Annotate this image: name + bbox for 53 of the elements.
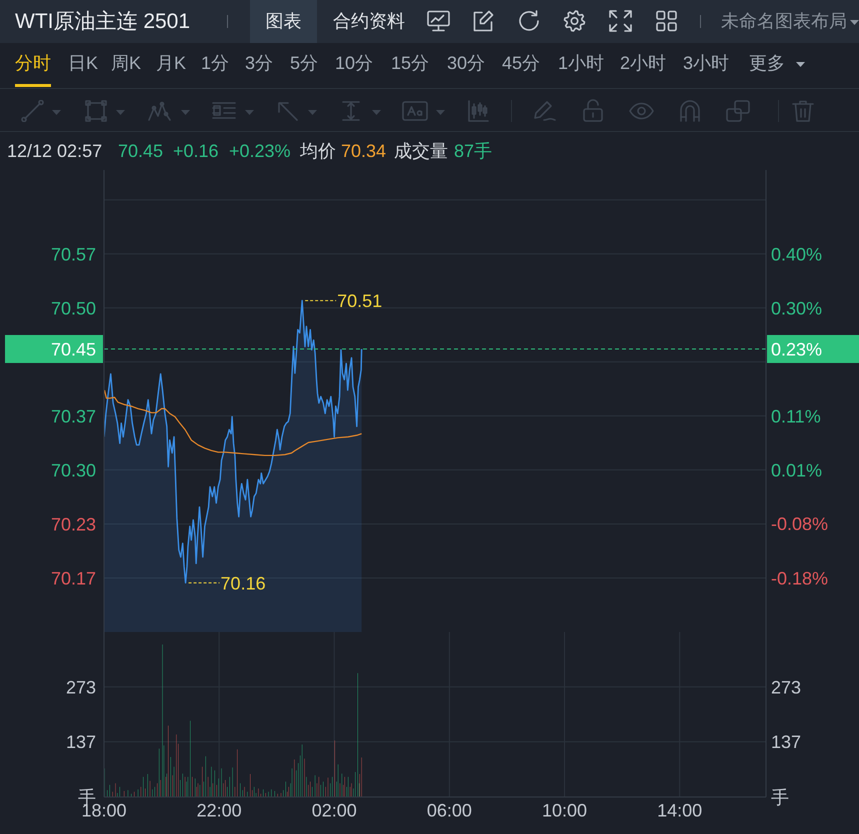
text: 3小时	[683, 52, 730, 75]
y-tick-label: 70.30	[50, 460, 96, 480]
text: 2小时	[620, 52, 666, 75]
y2-tick-label: 0.01%	[771, 460, 822, 480]
text: 45分	[502, 52, 540, 75]
y2-tick-label: 0.40%	[771, 244, 822, 264]
text: 5分	[290, 52, 318, 75]
y2-tick-label: 0.11%	[771, 406, 821, 426]
text: 1小时	[558, 52, 604, 75]
y2-tick-label: 273	[771, 677, 802, 698]
y2-tick-label: 手	[771, 787, 789, 808]
y2-tick-label: -0.18%	[771, 568, 828, 588]
text: 均价	[300, 140, 336, 163]
x-tick-label: 10:00	[542, 800, 588, 820]
text: 分时	[15, 43, 51, 87]
annotation: 70.51	[337, 291, 382, 312]
text: 成交量	[394, 140, 448, 163]
text: 周K	[111, 52, 142, 75]
ref-line-label: 70.45	[50, 339, 96, 360]
y-tick-label: 70.17	[50, 568, 96, 588]
y-tick-label: 70.37	[50, 406, 96, 426]
text: +0.16	[173, 140, 219, 163]
text: +0.23%	[229, 140, 291, 163]
text: 未命名图表布局	[721, 10, 847, 33]
y2-tick-label: -0.08%	[771, 514, 828, 534]
text: 日K	[68, 52, 98, 75]
x-tick-label: 22:00	[196, 800, 242, 820]
y2-tick-label: 137	[771, 732, 802, 752]
text: 70.45	[118, 140, 164, 163]
text: 3分	[245, 52, 274, 75]
annotation: 0.23%	[771, 339, 822, 360]
y-tick-label: 273	[66, 677, 96, 698]
text: 15分	[391, 52, 430, 75]
text: 合约资料	[332, 10, 406, 33]
y-tick-label: 70.50	[50, 298, 96, 318]
text: 30分	[447, 52, 486, 75]
text: 87手	[454, 140, 492, 163]
text: 10分	[335, 52, 374, 75]
x-tick-label: 02:00	[312, 800, 357, 820]
text: 1分	[201, 52, 230, 75]
y-tick-label: 137	[66, 732, 96, 752]
text: 70.34	[341, 140, 386, 163]
text: 月K	[156, 52, 186, 75]
text: 图表	[250, 0, 317, 43]
chart-title: WTI原油主连 2501	[15, 9, 190, 35]
text: 12/12 02:57	[7, 140, 102, 163]
annotation: 70.16	[220, 573, 266, 594]
y-tick-label: 70.57	[50, 244, 96, 264]
y-tick-label: 70.23	[50, 514, 96, 534]
text: 更多	[749, 52, 785, 75]
x-tick-label: 14:00	[657, 800, 702, 820]
x-tick-label: 06:00	[426, 800, 472, 820]
y2-tick-label: 0.30%	[771, 298, 822, 318]
